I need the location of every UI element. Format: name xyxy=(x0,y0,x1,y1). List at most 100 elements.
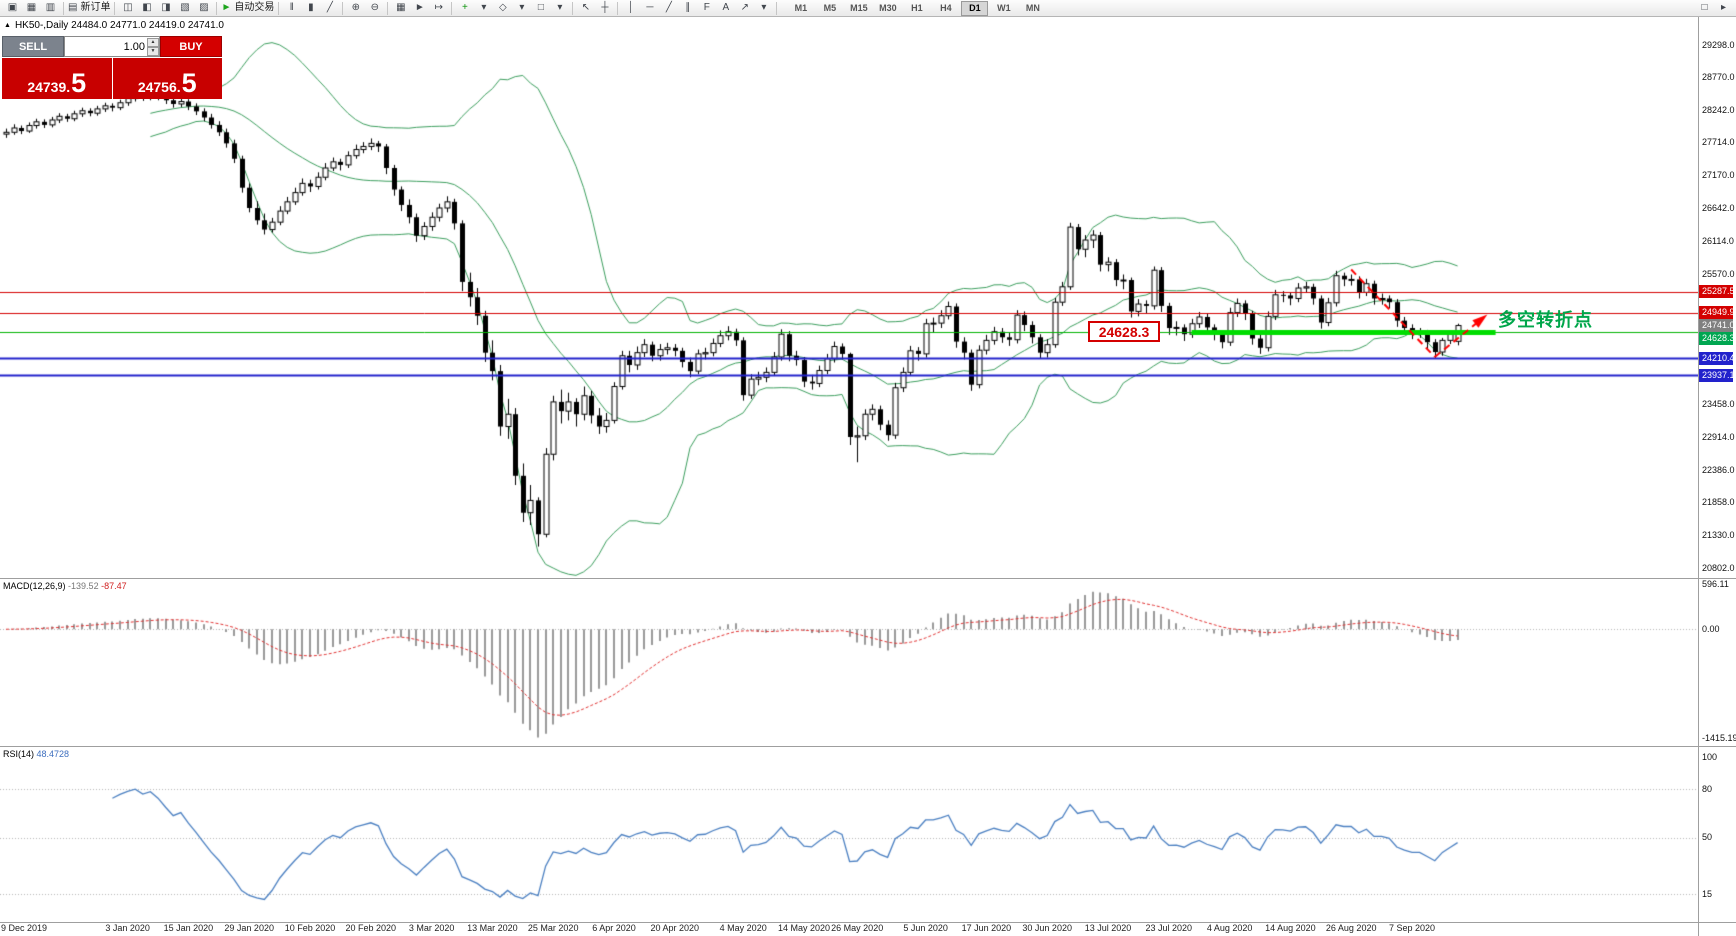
candlestick-chart-icon[interactable]: ▮ xyxy=(308,2,314,13)
price-line-tag: 24949.9 xyxy=(1699,306,1735,320)
macd-name: MACD(12,26,9) xyxy=(3,581,66,591)
price-axis-tick: 21858.0 xyxy=(1702,497,1735,508)
cursor-icon[interactable]: ↖ xyxy=(581,2,591,13)
new-order-button[interactable]: ▤ 新订单 xyxy=(68,2,111,13)
zoom-in-icon[interactable]: ⊕ xyxy=(351,2,361,13)
date-axis-label: 4 May 2020 xyxy=(719,923,767,933)
zoom-out-icon[interactable]: ⊖ xyxy=(370,2,380,13)
crosshair-icon[interactable]: ┼ xyxy=(601,2,609,13)
objects-list-icon[interactable]: ▾ xyxy=(761,2,767,13)
date-axis-label: 26 May 2020 xyxy=(831,923,884,933)
channel-icon[interactable]: ∥ xyxy=(685,2,691,13)
profiles-icon[interactable]: ▥ xyxy=(45,2,56,13)
rsi-indicator-label: RSI(14) 48.4728 xyxy=(3,749,69,759)
arrow-objects-icon[interactable]: ↗ xyxy=(740,2,750,13)
price-axis-tick: 21330.0 xyxy=(1702,529,1735,540)
bar-chart-icon[interactable]: ‖ xyxy=(289,2,294,13)
buy-button[interactable]: BUY xyxy=(160,36,222,57)
periods-icon[interactable]: ◇ xyxy=(499,2,507,13)
panel-separator[interactable] xyxy=(0,578,1736,579)
rsi-axis-tick: 80 xyxy=(1702,783,1713,794)
date-axis-label: 20 Apr 2020 xyxy=(650,923,700,933)
macd-indicator-label: MACD(12,26,9) -139.52 -87.47 xyxy=(3,581,127,591)
panel-separator xyxy=(0,922,1736,923)
price-axis-separator xyxy=(1698,17,1699,936)
auto-scroll-icon[interactable]: ► xyxy=(414,2,425,13)
strategy-tester-icon[interactable]: ▨ xyxy=(199,2,209,13)
sell-price-box[interactable]: 24739. 5 xyxy=(2,58,112,99)
timeframe-H1[interactable]: H1 xyxy=(911,3,923,13)
buy-price-box[interactable]: 24756. 5 xyxy=(112,58,222,99)
macd-panel-canvas[interactable] xyxy=(0,579,1698,746)
terminal-window-icon[interactable]: ▣ xyxy=(7,2,18,13)
horizontal-line-icon[interactable]: ─ xyxy=(646,2,654,13)
templates-icon[interactable]: □ xyxy=(537,2,544,13)
rsi-name: RSI(14) xyxy=(3,749,35,759)
periods-list-icon[interactable]: ▾ xyxy=(519,2,525,13)
panel-separator[interactable] xyxy=(0,746,1736,747)
timeframe-M15[interactable]: M15 xyxy=(850,3,868,13)
quick-nav-icon[interactable]: ▸ xyxy=(1720,2,1727,13)
fibonacci-icon[interactable]: F xyxy=(703,2,710,13)
date-axis-label: 6 Apr 2020 xyxy=(592,923,636,933)
date-axis-label: 20 Feb 2020 xyxy=(345,923,397,933)
sell-price: 24739. xyxy=(27,78,71,95)
macd-axis-tick: 596.11 xyxy=(1702,579,1729,589)
sell-button[interactable]: SELL xyxy=(2,36,64,57)
date-axis-label: 13 Jul 2020 xyxy=(1084,923,1132,933)
indicators-icon[interactable]: + xyxy=(461,2,468,13)
timeframe-D1[interactable]: D1 xyxy=(961,0,989,16)
lot-increase-button[interactable]: ▲ xyxy=(147,37,159,47)
timeframe-M1[interactable]: M1 xyxy=(794,3,808,13)
price-axis-tick: 26114.0 xyxy=(1702,235,1734,246)
date-axis-label: 26 Aug 2020 xyxy=(1325,923,1377,933)
autotrading-button[interactable]: ► 自动交易 xyxy=(221,2,275,13)
date-axis-label: 14 May 2020 xyxy=(777,923,831,933)
date-axis-label: 29 Jan 2020 xyxy=(224,923,274,933)
price-axis-tick: 22386.0 xyxy=(1702,464,1735,475)
price-line-tag: 24210.4 xyxy=(1699,351,1735,365)
text-label-icon[interactable]: A xyxy=(722,2,730,13)
date-axis-label: 3 Mar 2020 xyxy=(408,923,455,933)
rsi-value: 48.4728 xyxy=(36,749,70,759)
market-watch-icon[interactable]: ◫ xyxy=(123,2,133,13)
price-axis-tick: 23458.0 xyxy=(1702,399,1735,409)
data-window-icon[interactable]: ◧ xyxy=(142,2,152,13)
macd-axis-tick: 0.00 xyxy=(1702,623,1720,634)
date-axis-label: 10 Feb 2020 xyxy=(284,923,336,933)
timeframe-MN[interactable]: MN xyxy=(1025,3,1040,13)
line-chart-icon[interactable]: ╱ xyxy=(326,2,333,13)
date-axis-label: 13 Mar 2020 xyxy=(467,923,518,933)
vertical-line-icon[interactable]: │ xyxy=(627,2,634,13)
chart-header: ▲ HK50-,Daily 24484.0 24771.0 24419.0 24… xyxy=(4,20,224,31)
indicators-list-icon[interactable]: ▾ xyxy=(481,2,487,13)
timeframe-M5[interactable]: M5 xyxy=(823,3,837,13)
window-mode-icon[interactable]: □ xyxy=(1701,2,1708,13)
rsi-panel-canvas[interactable] xyxy=(0,747,1698,922)
timeframe-H4[interactable]: H4 xyxy=(940,3,952,13)
date-axis-label: 4 Aug 2020 xyxy=(1206,923,1253,933)
navigator-icon[interactable]: ◨ xyxy=(161,2,171,13)
toolbar-separator xyxy=(451,1,453,15)
collapse-one-click-icon[interactable]: ▲ xyxy=(4,22,11,29)
date-axis-label: 17 Jun 2020 xyxy=(961,923,1012,933)
chart-shift-icon[interactable]: ↦ xyxy=(434,2,444,13)
lot-decrease-button[interactable]: ▼ xyxy=(147,46,159,56)
toolbar-separator xyxy=(278,1,280,15)
templates-list-icon[interactable]: ▾ xyxy=(557,2,563,13)
date-axis-label: 14 Aug 2020 xyxy=(1265,923,1316,933)
timeframe-W1[interactable]: W1 xyxy=(997,3,1011,13)
terminal-icon[interactable]: ▧ xyxy=(180,2,190,13)
new-chart-icon[interactable]: ▦ xyxy=(26,2,37,13)
price-axis-tick: 28770.0 xyxy=(1702,72,1735,82)
main-chart-canvas[interactable] xyxy=(0,18,1698,578)
tile-windows-icon[interactable]: ▦ xyxy=(396,2,406,13)
rsi-axis-tick: 100 xyxy=(1702,751,1718,762)
lot-size-input[interactable] xyxy=(65,39,147,54)
trendline-icon[interactable]: ╱ xyxy=(665,2,672,13)
date-axis-label: 25 Mar 2020 xyxy=(527,923,579,933)
toolbar-separator xyxy=(63,1,64,15)
macd-signal-value: -87.47 xyxy=(101,581,127,591)
timeframe-M30[interactable]: M30 xyxy=(879,3,897,13)
